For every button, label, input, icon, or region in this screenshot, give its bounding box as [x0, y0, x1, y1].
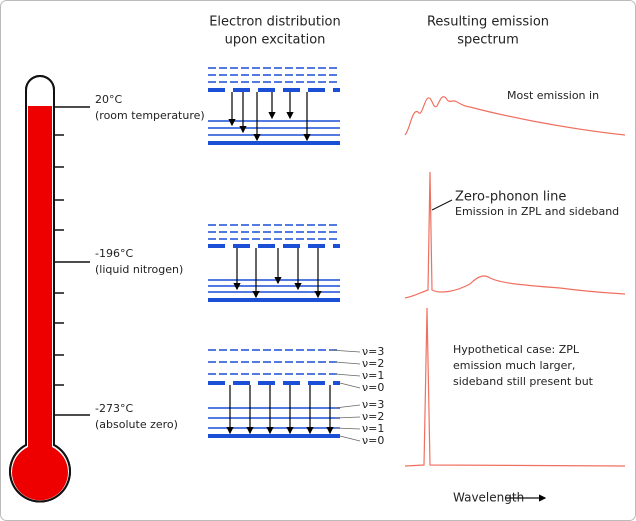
axis-label: Wavelength	[453, 491, 524, 505]
level-label: ν=2	[362, 410, 384, 423]
annotation: Hypothetical case: ZPL	[453, 343, 580, 356]
thermometer	[9, 75, 71, 503]
level-label: ν=1	[362, 422, 384, 435]
header: Electron distribution	[209, 15, 341, 30]
annotation: Emission in ZPL and sideband	[455, 205, 619, 218]
annotation: sideband still present but	[453, 375, 594, 388]
temperature-note: (absolute zero)	[95, 418, 178, 431]
thermometer-ticks	[54, 106, 90, 416]
header: upon excitation	[225, 33, 326, 48]
temperature: -273°C	[95, 402, 133, 415]
label-leaders	[329, 349, 361, 442]
level-label: ν=3	[362, 345, 384, 358]
spectrum	[404, 171, 626, 299]
level-label: ν=0	[362, 381, 384, 394]
level-label: ν=2	[362, 357, 384, 370]
zpl-pointer	[431, 199, 453, 211]
energy-levels	[208, 67, 340, 438]
level-label: ν=3	[362, 398, 384, 411]
annotation: Most emission in	[507, 89, 599, 102]
temperature-note: (liquid nitrogen)	[95, 263, 183, 276]
temperature-note: (room temperature)	[95, 109, 205, 122]
header: spectrum	[457, 33, 519, 48]
level-label: ν=1	[362, 369, 384, 382]
temperature: 20°C	[95, 93, 122, 106]
temperature: -196°C	[95, 247, 133, 260]
level-label: ν=0	[362, 434, 384, 447]
annotation-title: Zero-phonon line	[455, 190, 566, 205]
header: Resulting emission	[427, 15, 549, 30]
annotation: emission much larger,	[453, 359, 575, 372]
spectrum	[404, 96, 626, 136]
spectrum	[404, 307, 626, 467]
